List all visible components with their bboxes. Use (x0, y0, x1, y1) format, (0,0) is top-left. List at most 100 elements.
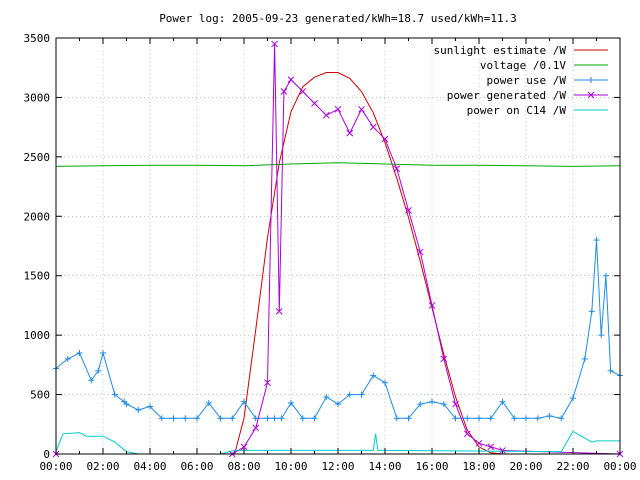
series-power-use-w-point (476, 415, 482, 422)
y-tick-label: 1000 (24, 329, 51, 342)
y-tick-label: 2500 (24, 151, 51, 164)
legend-item-power-use-w: power use /W (487, 74, 608, 87)
legend-item-power-generated-w: power generated /W (447, 89, 608, 102)
series-power-use-w-point (111, 391, 118, 398)
x-tick-label: 14:00 (368, 460, 401, 473)
series-power-use-w-point (598, 332, 605, 339)
series-power-generated-w-point (381, 135, 389, 143)
series-power-use-w-point (588, 308, 595, 315)
series-power-use-w-point (440, 401, 447, 408)
series-power-use-w-point (252, 415, 259, 422)
legend-label: power use /W (487, 74, 567, 87)
legend-item-power-on-c14-w: power on C14 /W (467, 104, 608, 117)
series-sunlight-estimate-w (234, 72, 503, 455)
legend-label: voltage /0.1V (480, 59, 566, 72)
x-tick-label: 00:00 (39, 460, 72, 473)
series-power-use-w-point (499, 398, 506, 405)
series-power-use-w-point (534, 415, 541, 422)
series-power-use-w-point (370, 372, 377, 379)
series-power-use-w-point (311, 415, 318, 422)
series-power-use-w-point (570, 395, 576, 402)
x-tick-label: 22:00 (556, 460, 589, 473)
x-tick-label: 10:00 (274, 460, 307, 473)
x-tick-label: 02:00 (86, 460, 119, 473)
series-power-use-w (53, 237, 623, 422)
series-power-use-w-point (464, 415, 471, 422)
series-power-use-w-point (88, 377, 95, 384)
series-power-on-c14-w (55, 430, 620, 455)
series-power-generated-w-point (369, 123, 377, 131)
legend: sunlight estimate /W voltage /0.1V power u… (434, 44, 608, 117)
series-power-use-w-point (593, 237, 600, 244)
y-tick-label: 3500 (24, 32, 51, 45)
series-power-use-w-point (64, 355, 71, 362)
series-power-use-w-point (511, 415, 518, 422)
series-power-use-w-point (523, 415, 529, 422)
series-power-use-w-point (417, 401, 424, 408)
series-power-generated-w-point (287, 76, 295, 83)
y-tick-label: 2000 (24, 210, 51, 223)
series-power-generated-w-point (252, 424, 260, 432)
series-power-use-w-point (581, 355, 588, 362)
x-tick-label: 06:00 (180, 460, 213, 473)
legend-item-voltage-0-1v: voltage /0.1V (480, 59, 608, 72)
series-power-use-w-point (264, 415, 271, 422)
series-power-use-w-point (335, 401, 341, 408)
series-power-use-w-point (382, 379, 388, 386)
x-tick-label: 18:00 (462, 460, 495, 473)
series-power-use-w-point (299, 415, 306, 422)
series-power-use-w-point (182, 415, 189, 422)
series-power-use-w-point (100, 349, 106, 356)
series-power-use-w-point (158, 415, 165, 422)
series-power-generated-w-point (358, 105, 365, 113)
series-power-use-w-point (135, 407, 142, 414)
series-voltage-0-1v (55, 162, 621, 167)
series-power-generated-w-point (428, 302, 436, 309)
legend-item-sunlight-estimate-w: sunlight estimate /W (434, 44, 608, 57)
series-power-generated-w-point (311, 100, 318, 107)
series-power-use-w-point (346, 391, 353, 398)
tick-layer: 0 500 1000 1500 2000 2500 3000 3500 00:00 02:00 04… (24, 32, 637, 473)
chart-title: Power log: 2005-09-23 generated/kWh=18.7… (159, 12, 517, 25)
series-power-generated-w-point (334, 105, 342, 113)
legend-label: sunlight estimate /W (434, 44, 567, 57)
series-power-use-w-point (123, 401, 130, 408)
series-power-use-w-point (278, 415, 285, 422)
series-power-use-w-point (217, 415, 224, 422)
y-tick-label: 3000 (24, 91, 51, 104)
legend-label: power on C14 /W (467, 104, 567, 117)
series-power-use-w-point (95, 367, 102, 374)
series-power-generated-w-point (271, 40, 278, 48)
series-power-generated-w-point (487, 443, 495, 451)
series-power-generated-w-point (499, 447, 506, 454)
series-power-use-w-point (546, 412, 553, 419)
series-power-generated-w-point (463, 430, 471, 438)
series-power-use-w-point (405, 415, 412, 422)
series-power-use-w-point (76, 349, 83, 356)
series-power-use-w-point (487, 415, 494, 422)
series-power-use-w-point (393, 415, 400, 422)
series-power-generated-w-point (405, 206, 412, 214)
series-power-generated-w-point (299, 88, 307, 95)
series-power-use-w-point (429, 398, 435, 405)
series-power-generated-w-point (240, 443, 248, 451)
series-power-use-w-point (205, 399, 212, 406)
y-tick-label: 0 (43, 448, 50, 461)
series-power-generated-w-point (280, 88, 288, 95)
series-power-generated-w-point (264, 379, 271, 387)
series-power-generated-w-point (440, 355, 448, 363)
series-power-use-w-point (147, 403, 153, 410)
series-power-use-w-point (602, 272, 609, 279)
series-power-use-w-point (170, 415, 177, 422)
series-power-generated-w-point (452, 400, 459, 408)
series-power-use-w-point (288, 399, 294, 406)
series-power-generated-w-point (275, 308, 283, 315)
series-power-use-w-point (452, 415, 459, 422)
series-power-use-w-point (607, 367, 614, 374)
series-line-power-on-c14-w (55, 430, 620, 455)
legend-swatch-point (587, 91, 595, 99)
series-power-use-w-point (323, 393, 330, 400)
series-power-use-w-point (558, 415, 565, 422)
series-power-use-w-point (271, 415, 278, 422)
